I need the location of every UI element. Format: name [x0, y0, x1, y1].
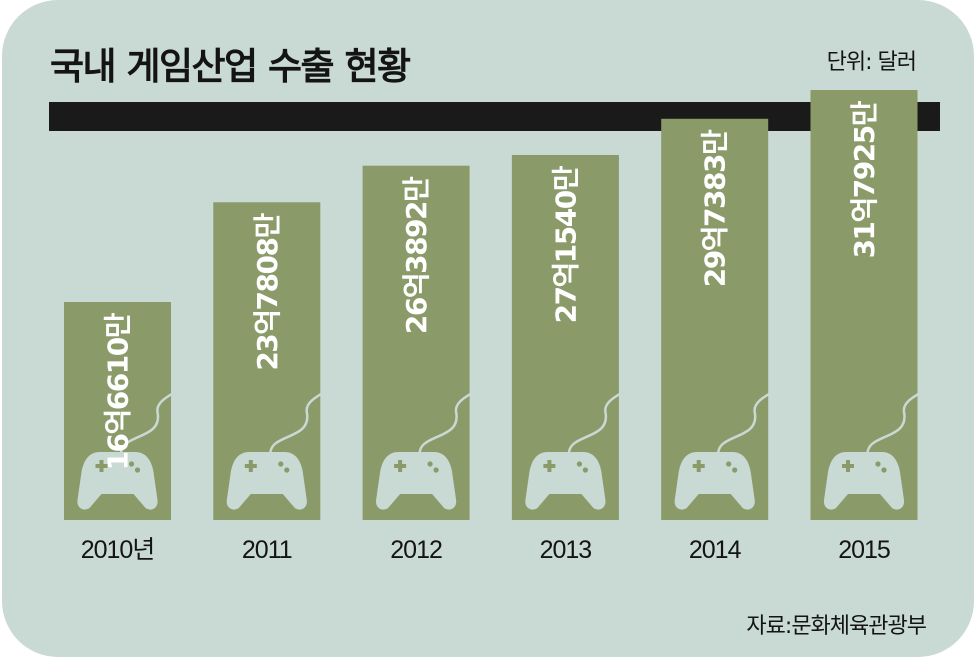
bar-2010년: 16억6610만: [64, 302, 193, 520]
bar-value-label: 16억6610만: [102, 312, 135, 470]
bar-value-label: 27억1540만: [549, 165, 582, 323]
bar-value-label: 26억3892만: [400, 176, 433, 334]
bar-2013: 27억1540만: [511, 154, 641, 521]
x-tick-label: 2013: [540, 536, 592, 564]
game-controller-icon: [226, 380, 343, 510]
game-controller-icon: [525, 380, 641, 510]
unit-label: 단위: 달러: [826, 50, 917, 75]
x-tick-label: 2015: [838, 536, 890, 564]
bar-rect: [810, 90, 918, 520]
bar-2012: 26억3892만: [362, 165, 492, 520]
bar-2014: 29억7383만: [661, 118, 790, 520]
bar-2011: 23억7808만: [213, 202, 343, 520]
bar-value-label: 29억7383만: [699, 129, 732, 287]
game-controller-icon: [823, 380, 940, 510]
chart-title: 국내 게임산업 수출 현황: [50, 45, 411, 88]
header-band: [49, 102, 940, 131]
bar-value-label: 23억7808만: [251, 213, 284, 371]
game-controller-icon: [674, 380, 790, 510]
source-label: 자료:문화체육관광부: [746, 614, 927, 639]
game-controller-icon: [77, 380, 193, 510]
bars-group: 16억6610만 2010년 23억7808만 2011 26억3892만 2012 27억…: [64, 90, 940, 564]
bar-2015: 31억7925만: [810, 90, 940, 520]
x-tick-label: 2012: [390, 536, 442, 564]
bar-value-label: 31억7925만: [848, 100, 881, 258]
x-tick-label: 2011: [242, 536, 292, 564]
game-controller-icon: [376, 380, 492, 510]
x-tick-label: 2010년: [81, 536, 155, 564]
x-tick-label: 2014: [689, 536, 742, 564]
